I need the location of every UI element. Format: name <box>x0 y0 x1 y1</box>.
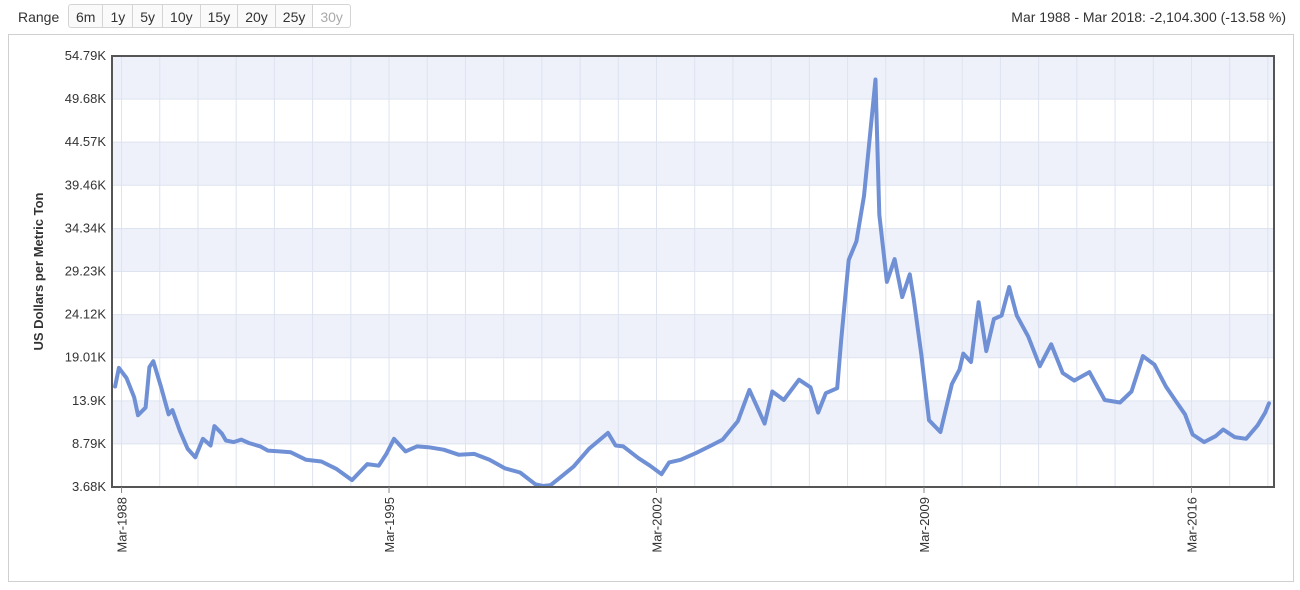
y-axis-label: US Dollars per Metric Ton <box>31 192 46 350</box>
range-selector: 6m 1y 5y 10y 15y 20y 25y 30y <box>68 4 351 28</box>
plot-band <box>112 400 1274 444</box>
y-tick-label: 34.34K <box>65 220 107 235</box>
y-tick-label: 44.57K <box>65 134 107 149</box>
plot-band <box>112 56 1274 100</box>
x-tick-label: Mar-2009 <box>917 497 932 553</box>
range-5y-button[interactable]: 5y <box>133 4 164 28</box>
range-summary: Mar 1988 - Mar 2018: -2,104.300 (-13.58 … <box>1011 9 1286 25</box>
plot-bands <box>112 56 1274 444</box>
range-25y-button[interactable]: 25y <box>275 4 314 28</box>
y-tick-label: 49.68K <box>65 91 107 106</box>
plot-band <box>112 314 1274 358</box>
y-tick-label: 39.46K <box>65 177 107 192</box>
y-tick-label: 8.79K <box>72 436 106 451</box>
plot-area-border <box>111 55 1275 488</box>
range-30y-button[interactable]: 30y <box>313 4 351 28</box>
range-10y-button[interactable]: 10y <box>163 4 201 28</box>
price-series-line <box>113 77 1271 488</box>
x-tick-label: Mar-2016 <box>1184 497 1199 553</box>
y-tick-label: 54.79K <box>65 48 107 63</box>
x-tick-label: Mar-1995 <box>382 497 397 553</box>
x-tick-label: Mar-2002 <box>650 497 665 553</box>
plot-band <box>112 142 1274 186</box>
range-6m-button[interactable]: 6m <box>68 4 104 28</box>
y-tick-label: 3.68K <box>72 479 106 494</box>
y-axis-ticks: 3.68K 8.79K 13.9K 19.01K 24.12K 29.23K 34.34K 3… <box>65 48 107 494</box>
y-tick-label: 19.01K <box>65 350 107 365</box>
range-20y-button[interactable]: 20y <box>238 4 276 28</box>
chart-container <box>8 34 1294 582</box>
x-axis-ticks: Mar-1988 Mar-1995 Mar-2002 Mar-2009 Mar-2016 <box>115 487 1199 553</box>
y-tick-label: 24.12K <box>65 307 107 322</box>
plot-band <box>112 228 1274 272</box>
y-tick-label: 13.9K <box>72 393 106 408</box>
range-15y-button[interactable]: 15y <box>200 4 239 28</box>
y-tick-label: 29.23K <box>65 264 107 279</box>
range-1y-button[interactable]: 1y <box>103 4 134 28</box>
chart-toolbar: Range 6m 1y 5y 10y 15y 20y 25y 30y Mar 1… <box>0 0 1300 34</box>
range-label: Range <box>18 9 60 25</box>
x-tick-label: Mar-1988 <box>115 497 130 553</box>
